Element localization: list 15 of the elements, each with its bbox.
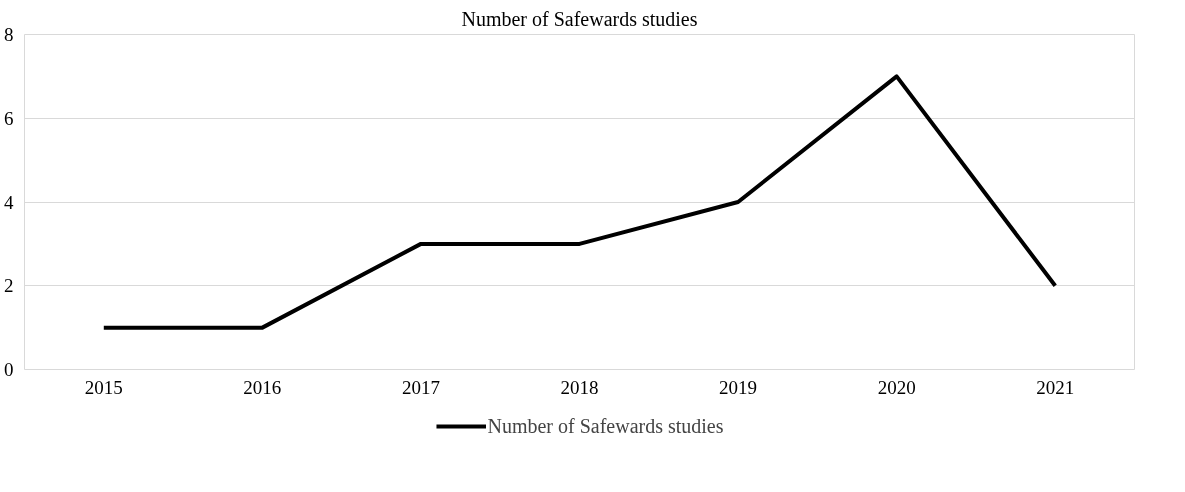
y-tick-label: 6 (4, 107, 14, 129)
x-tick-label: 2019 (719, 376, 758, 398)
y-tick-label: 8 (4, 24, 14, 45)
line-series (101, 74, 1058, 330)
x-tick-label: 2020 (877, 376, 916, 398)
y-tick-label: 4 (4, 191, 14, 213)
x-tick-label: 2018 (560, 376, 599, 398)
x-tick-label: 2016 (243, 376, 282, 398)
x-tick-label: 2015 (84, 376, 123, 398)
y-tick-label: 2 (4, 275, 14, 297)
chart-title: Number of Safewards studies (461, 7, 698, 30)
x-tick-label: 2021 (1036, 376, 1075, 398)
x-tick-label: 2017 (401, 376, 440, 398)
y-tick-label: 0 (4, 359, 14, 380)
legend-label: Number of Safewards studies (487, 414, 724, 438)
